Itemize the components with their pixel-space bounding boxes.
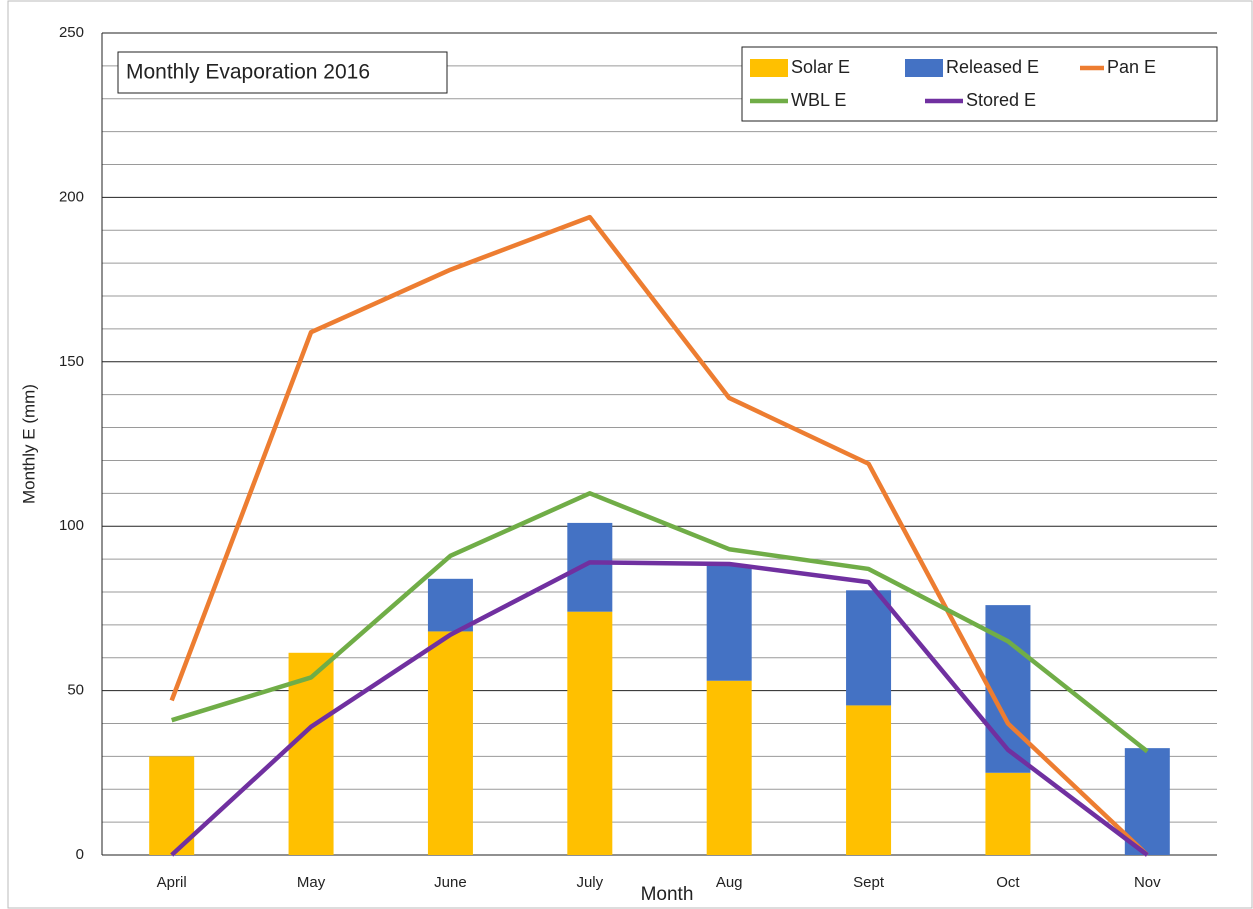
line <box>169 214 1149 857</box>
bar <box>288 652 334 855</box>
x-tick-label: May <box>297 874 326 891</box>
chart-title: Monthly Evaporation 2016 <box>126 61 370 84</box>
x-tick-label: Nov <box>1134 874 1161 891</box>
legend-label: Pan E <box>1107 57 1156 77</box>
x-tick-label: Sept <box>853 874 885 891</box>
line <box>170 560 1149 857</box>
bar <box>427 631 473 855</box>
y-tick-label: 150 <box>59 353 84 370</box>
bar <box>706 565 752 681</box>
x-tick-label: Aug <box>716 874 743 891</box>
bar <box>706 680 752 855</box>
bar <box>427 578 473 632</box>
y-tick-label: 100 <box>59 517 84 534</box>
y-tick-label: 0 <box>76 846 84 863</box>
legend-item: Pan E <box>1080 57 1156 77</box>
y-tick-label: 50 <box>67 682 84 699</box>
y-axis-title: Monthly E (mm) <box>19 384 38 504</box>
legend-swatch <box>750 59 788 77</box>
bar <box>567 611 613 855</box>
legend-swatch <box>905 59 943 77</box>
bar <box>985 772 1031 855</box>
legend-item: Released E <box>905 57 1039 77</box>
legend-box <box>741 46 1218 122</box>
bar <box>567 522 613 612</box>
legend-label: Released E <box>946 57 1039 77</box>
legend-item: Stored E <box>925 90 1036 110</box>
bar <box>1124 748 1170 855</box>
legend-label: Solar E <box>791 57 850 77</box>
legend-item: Solar E <box>750 57 850 77</box>
x-tick-label: July <box>576 874 603 891</box>
y-tick-label: 200 <box>59 188 84 205</box>
bar <box>846 590 892 706</box>
legend-label: WBL E <box>791 90 846 110</box>
x-axis-title: Month <box>641 884 694 905</box>
x-tick-label: June <box>434 874 467 891</box>
x-tick-label: April <box>157 874 187 891</box>
line <box>171 491 1149 754</box>
x-tick-label: Oct <box>996 874 1020 891</box>
bar <box>846 705 892 855</box>
legend-label: Stored E <box>966 90 1036 110</box>
y-tick-label: 250 <box>59 24 84 41</box>
chart-frame <box>7 0 1253 909</box>
title-box <box>117 51 448 94</box>
legend-item: WBL E <box>750 90 846 110</box>
